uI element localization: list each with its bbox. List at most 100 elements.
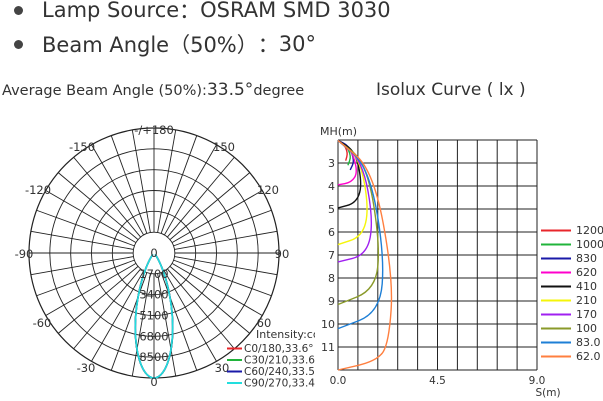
average-beam-angle-heading: Average Beam Angle (50%):33.5°degree: [2, 80, 304, 100]
bullet-icon: [14, 39, 23, 49]
polar-angle-label: 0: [150, 375, 157, 389]
polar-grid-spoke: [169, 266, 251, 334]
polar-legend-label: C0/180,33.6°: [244, 343, 314, 355]
average-beam-angle-unit: degree: [253, 83, 305, 99]
average-beam-angle-prefix: Average Beam Angle (50%):: [2, 83, 207, 99]
average-beam-angle-value: 33.5°: [206, 80, 254, 100]
isolux-y-tick-label: 6: [328, 226, 335, 239]
isolux-x-tick-label: 0.0: [330, 375, 347, 387]
polar-labels: -/+180 150 120 90 60 30 0 -30 -60 -90 -120 -150 0 170…: [15, 123, 290, 389]
polar-radial-label: 1700: [139, 267, 168, 281]
polar-grid-spoke: [57, 266, 139, 334]
polar-legend-label: C90/270,33.4°: [244, 378, 315, 390]
isolux-y-tick-label: 4: [328, 180, 335, 193]
polar-angle-label: -30: [77, 361, 96, 375]
isolux-y-tick-label: 7: [328, 249, 335, 262]
polar-angle-label: -90: [15, 247, 34, 261]
polar-grid-spoke: [173, 209, 272, 247]
polar-grid-spoke: [157, 129, 177, 233]
polar-radial-label: 3400: [139, 288, 168, 302]
polar-angle-label: 120: [257, 183, 279, 197]
polar-radial-label: 6800: [139, 329, 168, 343]
isolux-legend-label: 100: [576, 322, 597, 335]
isolux-y-axis-title: MH(m): [320, 125, 357, 138]
polar-radial-label: 8500: [139, 350, 168, 364]
polar-legend-label: C30/210,33.6°: [244, 355, 315, 367]
spec-value: 30°: [278, 32, 316, 56]
isolux-y-tick-label: 8: [328, 272, 335, 285]
isolux-legend-label: 1000: [576, 238, 603, 251]
isolux-legend-label: 830: [576, 252, 597, 265]
isolux-y-tick-label: 10: [321, 318, 335, 331]
polar-grid-spoke: [160, 135, 198, 234]
isolux-legend-label: 170: [576, 308, 597, 321]
polar-angle-label: 150: [213, 140, 235, 154]
isolux-legend-label: 83.0: [576, 336, 601, 349]
spec-label: Lamp Source: [42, 0, 180, 22]
spec-separator: ：: [257, 33, 279, 57]
polar-radial-label: 5100: [139, 309, 168, 323]
isolux-curve-heading: Isolux Curve ( lx ): [376, 80, 526, 100]
isolux-legend-label: 210: [576, 294, 597, 307]
polar-grid-spoke: [45, 263, 137, 316]
polar-grid-spoke: [160, 272, 198, 371]
polar-grid-spoke: [91, 270, 144, 362]
polar-grid-spoke: [73, 268, 141, 350]
polar-angle-label: -60: [33, 316, 52, 330]
polar-grid-spoke: [169, 172, 251, 240]
polar-grid-spoke: [174, 256, 278, 276]
polar-intensity-chart: -/+180 150 120 90 60 30 0 -30 -60 -90 -120 -150 0 170…: [15, 123, 315, 390]
bullet-icon: [14, 5, 23, 15]
polar-grid-spoke: [30, 256, 134, 276]
spec-row-beam-angle: Beam Angle（50%） ： 30°: [14, 30, 316, 58]
polar-grid-spoke: [164, 270, 217, 362]
isolux-legend-label: 1200: [576, 224, 603, 237]
spec-value: OSRAM SMD 3030: [200, 0, 391, 22]
polar-grid-spoke: [73, 156, 141, 238]
polar-grid-spoke: [110, 272, 148, 371]
spec-row-lamp-source: Lamp Source ： OSRAM SMD 3030: [14, 0, 391, 24]
polar-grid-spoke: [45, 190, 137, 243]
isolux-legend-label: 410: [576, 280, 597, 293]
polar-angle-label: -/+180: [134, 123, 174, 137]
polar-grid-spoke: [173, 259, 272, 297]
isolux-y-tick-label: 5: [328, 203, 335, 216]
polar-angle-label: 30: [215, 361, 230, 375]
polar-angle-label: -150: [69, 140, 95, 154]
isolux-y-tick-label: 9: [328, 295, 335, 308]
polar-series-line: [134, 253, 174, 379]
isolux-x-tick-label: 4.5: [429, 375, 446, 387]
isolux-y-tick-label: 11: [321, 341, 335, 354]
polar-grid-spoke: [164, 144, 217, 236]
polar-grid-spoke: [131, 129, 151, 233]
isolux-x-tick-label: 9.0: [529, 375, 546, 387]
isolux-series-line: [337, 139, 393, 371]
polar-grid-spoke: [157, 273, 177, 377]
polar-angle-label: -120: [25, 183, 51, 197]
polar-legend: Intensity:cd C0/180,33.6°C30/210,33.6°C60…: [227, 328, 315, 390]
isolux-legend-label: 620: [576, 266, 597, 279]
isolux-y-tick-label: 3: [328, 157, 335, 170]
isolux-labels: MH(m) 3 4 5 6 7 8 9 10 11 0.0 4.5 9.0S(m): [320, 125, 561, 399]
polar-legend-title: Intensity:cd: [256, 328, 315, 341]
polar-grid-spoke: [30, 230, 134, 250]
polar-angle-label: 60: [257, 316, 272, 330]
polar-grid-spoke: [110, 135, 148, 234]
polar-grid-spoke: [171, 263, 263, 316]
polar-angle-label: 90: [275, 247, 290, 261]
polar-radial-label: 0: [150, 246, 157, 260]
spec-separator: ：: [179, 0, 201, 23]
isolux-grid: [337, 139, 538, 371]
polar-grid-spoke: [57, 172, 139, 240]
polar-grid-spoke: [167, 156, 235, 238]
polar-grid-spoke: [167, 268, 235, 350]
polar-grid: [28, 127, 280, 379]
polar-grid-spoke: [171, 190, 263, 243]
polar-grid-spoke: [91, 144, 144, 236]
isolux-series-group: [337, 139, 393, 371]
polar-grid-spoke: [131, 273, 151, 377]
polar-grid-spoke: [174, 230, 278, 250]
isolux-legend-label: 62.0: [576, 350, 601, 363]
